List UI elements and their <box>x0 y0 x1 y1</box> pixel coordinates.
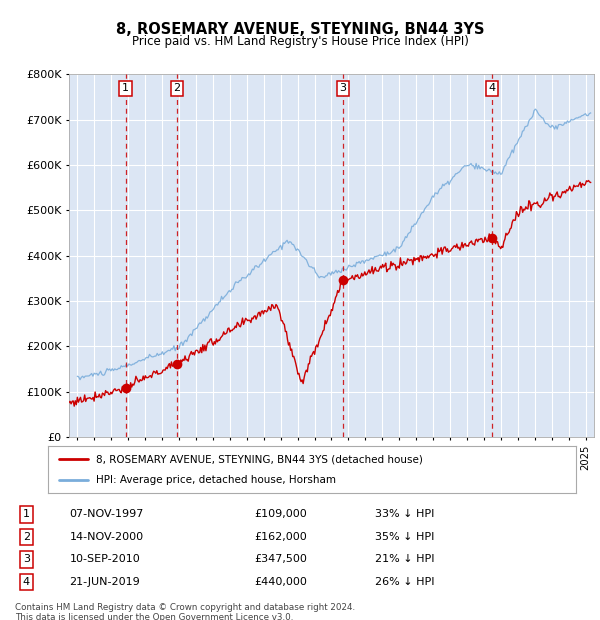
Text: Price paid vs. HM Land Registry's House Price Index (HPI): Price paid vs. HM Land Registry's House … <box>131 35 469 48</box>
Bar <box>126 74 177 437</box>
Text: 1: 1 <box>122 84 129 94</box>
Text: Contains HM Land Registry data © Crown copyright and database right 2024.
This d: Contains HM Land Registry data © Crown c… <box>15 603 355 620</box>
Text: 4: 4 <box>488 84 496 94</box>
Text: HPI: Average price, detached house, Horsham: HPI: Average price, detached house, Hors… <box>95 475 335 485</box>
Text: 1: 1 <box>23 510 30 520</box>
Text: 2: 2 <box>23 532 30 542</box>
Text: 10-SEP-2010: 10-SEP-2010 <box>70 554 140 564</box>
Text: 2: 2 <box>173 84 181 94</box>
Text: 14-NOV-2000: 14-NOV-2000 <box>70 532 144 542</box>
Text: 33% ↓ HPI: 33% ↓ HPI <box>375 510 434 520</box>
Text: 4: 4 <box>23 577 30 587</box>
Text: 21% ↓ HPI: 21% ↓ HPI <box>375 554 434 564</box>
Text: 3: 3 <box>340 84 347 94</box>
Text: £347,500: £347,500 <box>254 554 307 564</box>
Text: 8, ROSEMARY AVENUE, STEYNING, BN44 3YS: 8, ROSEMARY AVENUE, STEYNING, BN44 3YS <box>116 22 484 37</box>
Text: £109,000: £109,000 <box>254 510 307 520</box>
Text: 35% ↓ HPI: 35% ↓ HPI <box>375 532 434 542</box>
Text: 3: 3 <box>23 554 30 564</box>
Text: 8, ROSEMARY AVENUE, STEYNING, BN44 3YS (detached house): 8, ROSEMARY AVENUE, STEYNING, BN44 3YS (… <box>95 454 422 464</box>
Text: £440,000: £440,000 <box>254 577 307 587</box>
Text: 26% ↓ HPI: 26% ↓ HPI <box>375 577 434 587</box>
Text: 21-JUN-2019: 21-JUN-2019 <box>70 577 140 587</box>
Text: £162,000: £162,000 <box>254 532 307 542</box>
Bar <box>343 74 492 437</box>
Text: 07-NOV-1997: 07-NOV-1997 <box>70 510 144 520</box>
